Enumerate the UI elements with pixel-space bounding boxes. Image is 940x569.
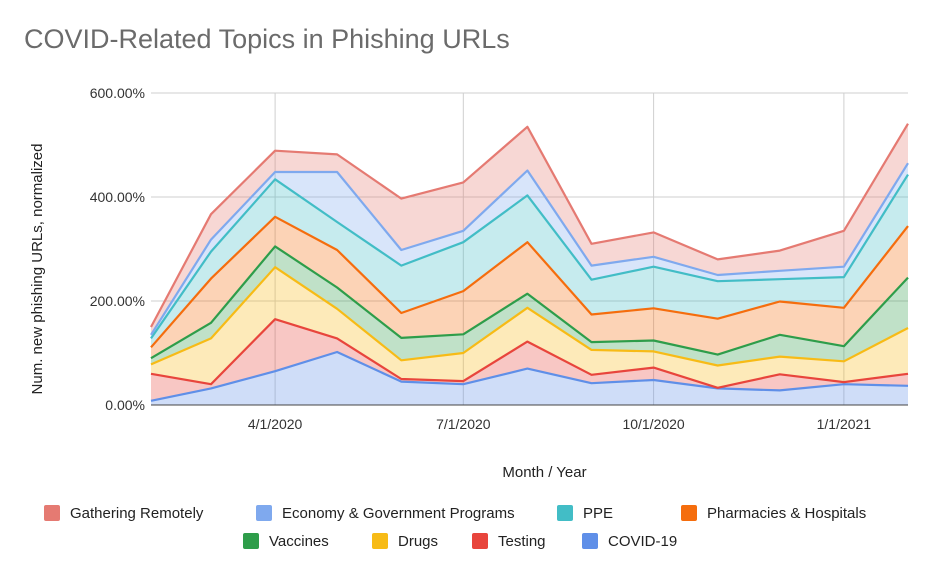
legend-swatch-ppe — [557, 505, 573, 521]
legend-label-covid-19: COVID-19 — [608, 533, 677, 550]
x-axis-title: Month / Year — [502, 464, 586, 481]
legend-swatch-economy-government-programs — [256, 505, 272, 521]
y-tick-label: 600.00% — [90, 85, 145, 101]
area-vaccines — [151, 246, 908, 366]
axes: 0.00% 200.00% 400.00% 600.00% 4/1/2020 7/1/20… — [29, 85, 908, 481]
legend-label-vaccines: Vaccines — [269, 533, 329, 550]
area-ppe — [151, 174, 908, 348]
legend-label-economy-government-programs: Economy & Government Programs — [282, 505, 515, 522]
area-covid-19 — [151, 352, 908, 405]
area-gathering-remotely — [151, 123, 908, 335]
line-drugs — [150, 266, 909, 367]
chart-title: COVID-Related Topics in Phishing URLs — [24, 24, 510, 54]
line-testing — [150, 318, 909, 389]
line-layer — [150, 123, 909, 402]
legend-swatch-drugs — [372, 533, 388, 549]
x-tick-label: 1/1/2021 — [817, 416, 872, 432]
legend: Gathering Remotely Economy & Government P… — [44, 505, 866, 550]
legend-label-gathering-remotely: Gathering Remotely — [70, 505, 204, 522]
y-tick-label: 0.00% — [105, 397, 145, 413]
y-axis-title: Num. new phishing URLs, normalized — [29, 144, 46, 395]
legend-swatch-covid-19 — [582, 533, 598, 549]
legend-swatch-gathering-remotely — [44, 505, 60, 521]
x-tick-label: 4/1/2020 — [248, 416, 303, 432]
legend-label-pharmacies-hospitals: Pharmacies & Hospitals — [707, 505, 866, 522]
line-gathering-remotely — [150, 123, 909, 328]
area-economy-government-programs — [151, 163, 908, 339]
legend-swatch-testing — [472, 533, 488, 549]
area-testing — [151, 319, 908, 401]
y-tick-label: 200.00% — [90, 293, 145, 309]
y-tick-label: 400.00% — [90, 189, 145, 205]
legend-label-drugs: Drugs — [398, 533, 438, 550]
legend-swatch-pharmacies-hospitals — [681, 505, 697, 521]
x-tick-label: 10/1/2020 — [622, 416, 684, 432]
line-covid-19 — [150, 350, 909, 402]
x-tick-label: 7/1/2020 — [436, 416, 491, 432]
line-pharmacies-hospitals — [150, 215, 909, 349]
legend-label-testing: Testing — [498, 533, 546, 550]
line-economy-government-programs — [150, 162, 909, 336]
area-pharmacies-hospitals — [151, 216, 908, 359]
legend-label-ppe: PPE — [583, 505, 613, 522]
line-vaccines — [150, 245, 909, 360]
area-drugs — [151, 267, 908, 388]
legend-swatch-vaccines — [243, 533, 259, 549]
area-layer — [151, 123, 908, 405]
line-ppe — [150, 174, 909, 340]
